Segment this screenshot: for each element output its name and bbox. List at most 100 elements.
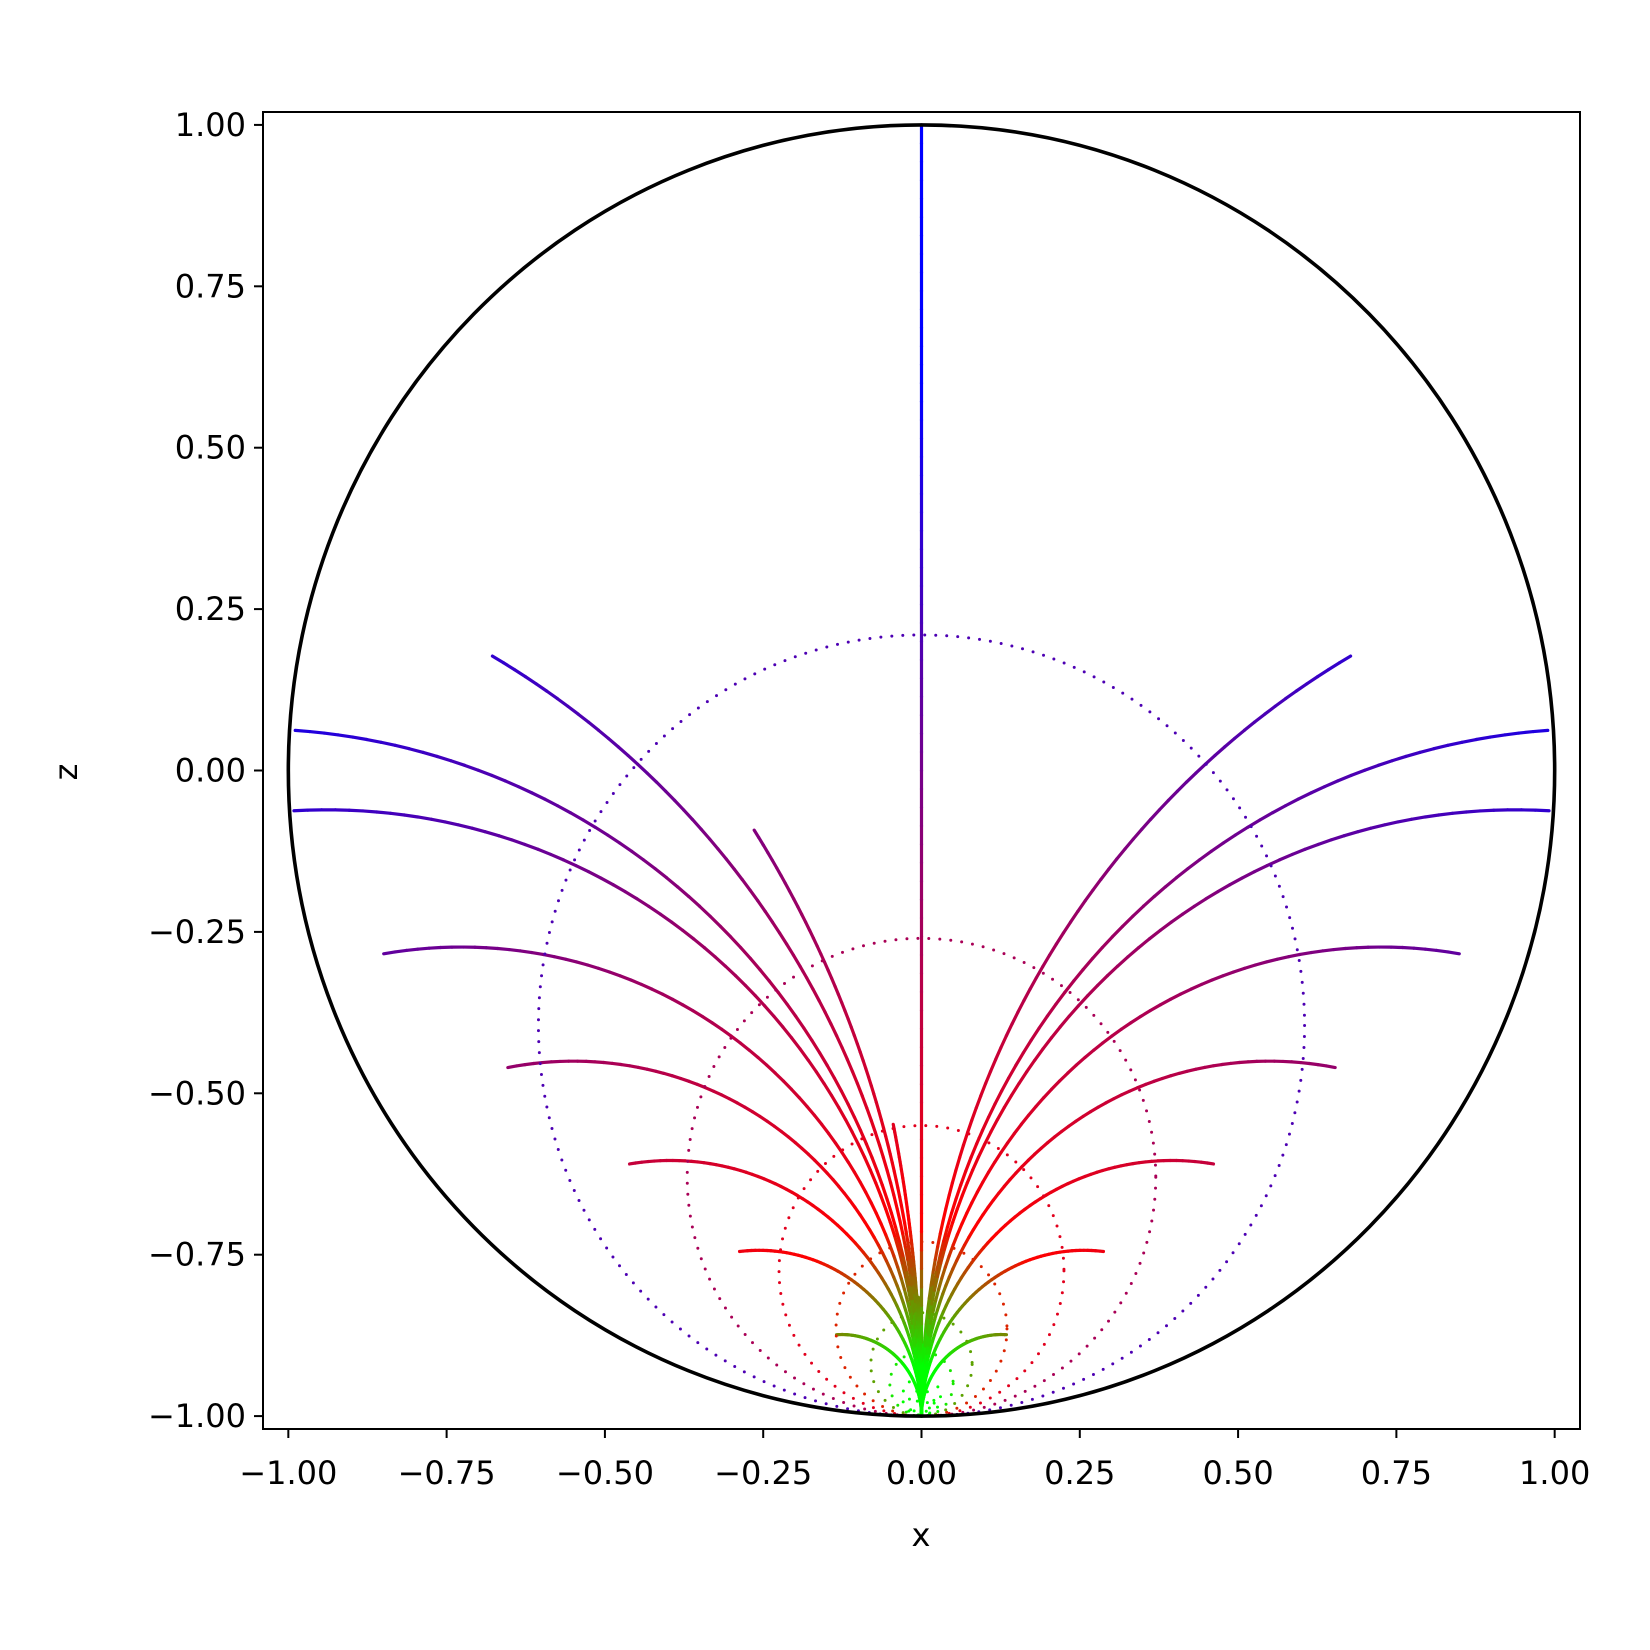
radial-line-segment xyxy=(534,682,549,693)
radial-line-segment xyxy=(586,720,601,732)
radial-line-segment xyxy=(308,729,326,735)
radial-line-segment xyxy=(1092,1041,1105,1052)
radial-line-segment xyxy=(1181,904,1196,916)
radial-line-segment xyxy=(846,1102,857,1119)
radial-line-segment xyxy=(814,1070,826,1086)
x-axis-label: x xyxy=(912,1516,931,1554)
radial-line-segment xyxy=(832,1076,843,1093)
radial-line-segment xyxy=(765,1063,777,1075)
radial-line-segment xyxy=(960,1211,969,1226)
radial-line-segment xyxy=(970,1190,979,1205)
radial-line-segment xyxy=(822,1081,834,1097)
radial-line-segment xyxy=(837,1105,848,1122)
radial-line-segment xyxy=(845,1057,855,1074)
radial-line-segment xyxy=(1009,1081,1021,1097)
radial-line-segment xyxy=(1390,754,1408,763)
radial-line-segment xyxy=(1074,1055,1087,1067)
radial-line-segment xyxy=(700,1014,714,1025)
radial-line-segment xyxy=(449,759,467,767)
dotted-circle xyxy=(685,936,1158,1418)
radial-line-segment xyxy=(1363,763,1380,772)
radial-line-segment xyxy=(812,1113,824,1126)
radial-line-segment xyxy=(888,1220,897,1238)
x-tick-label: 0.75 xyxy=(1361,1454,1432,1492)
radial-line-segment xyxy=(1273,697,1288,708)
radial-line-segment xyxy=(1194,762,1207,775)
radial-line-segment xyxy=(1205,1161,1216,1166)
radial-line-segment xyxy=(523,675,538,686)
radial-line-segment xyxy=(1404,750,1422,759)
dotted-circle xyxy=(907,1388,936,1418)
radial-line-segment xyxy=(989,1117,1000,1134)
radial-line-segment xyxy=(971,1155,981,1172)
radial-line-segment xyxy=(322,731,340,737)
radial-line-segment xyxy=(443,820,461,827)
radial-line-segment xyxy=(292,808,310,813)
radial-line-segment xyxy=(983,1069,993,1086)
radial-line-segment xyxy=(1072,967,1085,983)
radial-line-segment xyxy=(1309,785,1327,795)
radial-line-segment xyxy=(931,1299,938,1314)
radial-line-segment xyxy=(687,894,702,908)
radial-line-segment xyxy=(932,1268,939,1286)
radial-line-segment xyxy=(839,1089,850,1106)
radial-line-segment xyxy=(653,867,669,880)
radial-line-segment xyxy=(743,983,757,998)
radial-line-segment xyxy=(576,712,590,724)
radial-line-segment xyxy=(607,970,622,978)
radial-line-segment xyxy=(879,1222,888,1236)
radial-line-segment xyxy=(673,798,686,812)
radial-line-segment xyxy=(347,808,365,813)
radial-line-segment xyxy=(955,1222,964,1236)
radial-line xyxy=(919,1332,1009,1418)
radial-line-segment xyxy=(925,1316,931,1334)
radial-line-segment xyxy=(561,858,578,868)
radial-line-segment xyxy=(951,1232,960,1247)
radial-line-segment xyxy=(1264,957,1280,964)
radial-line-segment xyxy=(1355,826,1373,834)
radial-line-segment xyxy=(1329,834,1346,842)
radial-line xyxy=(919,1059,1337,1418)
radial-line-segment xyxy=(1287,952,1302,959)
radial-line-segment xyxy=(1503,731,1521,737)
radial-line-segment xyxy=(670,997,685,1007)
radial-line-segment xyxy=(907,1282,914,1301)
y-tick-label: −1.00 xyxy=(148,1397,246,1435)
radial-line-segment xyxy=(1450,810,1468,815)
radial-line-segment xyxy=(1400,945,1416,950)
radial-line-segment xyxy=(817,1051,829,1067)
x-tick-label: 0.00 xyxy=(886,1454,957,1492)
radial-line-segment xyxy=(581,818,597,829)
radial-line xyxy=(919,1158,1216,1418)
radial-line-segment xyxy=(692,937,707,950)
radial-line-segment xyxy=(776,990,789,1006)
radial-line-segment xyxy=(936,1232,942,1249)
radial-line-segment xyxy=(708,914,723,929)
radial-line-segment xyxy=(1054,990,1067,1006)
radial-line-segment xyxy=(606,736,620,749)
radial-line-segment xyxy=(1232,728,1247,741)
dotted-circle xyxy=(834,1240,1009,1418)
y-tick-label: 0.75 xyxy=(175,267,246,305)
radial-line-segment xyxy=(1184,771,1198,784)
radial-line-segment xyxy=(1435,948,1450,954)
radial-line-segment xyxy=(593,825,610,837)
radial-line-segment xyxy=(852,1170,862,1184)
radial-line-segment xyxy=(1376,759,1394,767)
radial-line-segment xyxy=(1228,876,1244,887)
radial-line-segment xyxy=(1169,912,1185,924)
radial-line-segment xyxy=(724,857,736,871)
radial-line-segment xyxy=(1131,827,1144,841)
radial-line-segment xyxy=(748,888,760,903)
radial-line-segment xyxy=(856,1142,867,1159)
radial-line-segment xyxy=(503,779,521,789)
radial-line-segment xyxy=(958,1143,966,1160)
radial-line-segment xyxy=(1141,894,1156,908)
radial-line-segment xyxy=(938,1239,946,1258)
radial-line-segment xyxy=(716,847,728,861)
radial-line-segment xyxy=(1296,791,1313,801)
radial-line-segment xyxy=(647,904,662,916)
radial-line-segment xyxy=(900,1261,908,1279)
y-tick-label: −0.50 xyxy=(148,1074,246,1112)
radial-line-segment xyxy=(975,1180,985,1194)
